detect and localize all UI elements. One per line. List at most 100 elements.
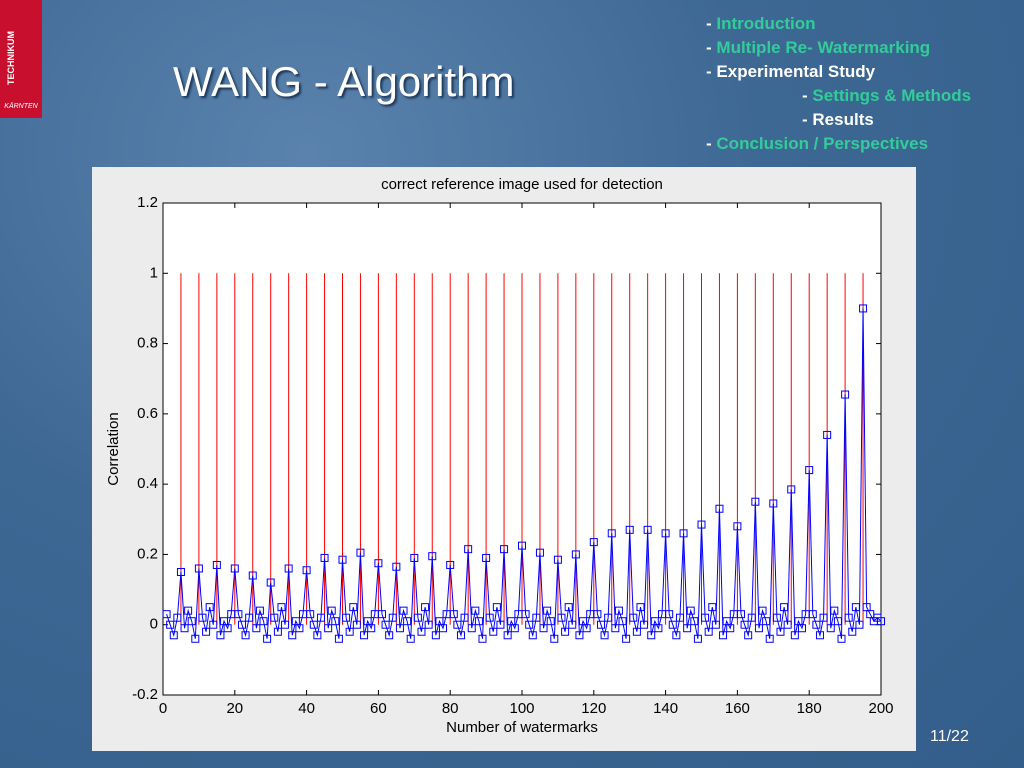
- marker: [338, 555, 347, 564]
- marker: [826, 624, 835, 633]
- marker: [424, 620, 433, 629]
- marker: [395, 624, 404, 633]
- marker: [622, 634, 631, 643]
- nav-marker: -: [706, 14, 712, 33]
- nav-label: Conclusion / Perspectives: [716, 134, 929, 153]
- marker: [754, 624, 763, 633]
- marker: [632, 627, 641, 636]
- marker: [324, 624, 333, 633]
- marker: [306, 610, 315, 619]
- marker: [532, 613, 541, 622]
- x-tick-label: 120: [581, 700, 606, 717]
- marker: [374, 559, 383, 568]
- marker: [525, 620, 534, 629]
- marker: [216, 631, 225, 640]
- marker: [431, 631, 440, 640]
- marker: [571, 550, 580, 559]
- chart-title: correct reference image used for detecti…: [381, 176, 663, 193]
- marker: [701, 613, 710, 622]
- marker: [758, 606, 767, 615]
- marker: [245, 613, 254, 622]
- marker: [334, 634, 343, 643]
- slide-title: WANG - Algorithm: [173, 58, 515, 105]
- marker: [790, 631, 799, 640]
- marker: [392, 562, 401, 571]
- marker: [176, 568, 185, 576]
- marker: [360, 631, 369, 640]
- marker: [557, 613, 566, 622]
- marker: [636, 603, 645, 612]
- x-tick-label: 40: [298, 700, 315, 717]
- marker: [191, 634, 200, 643]
- logo-region: KÄRNTEN: [4, 103, 38, 110]
- nav-label: Introduction: [716, 14, 816, 33]
- marker: [686, 606, 695, 615]
- marker: [385, 631, 394, 640]
- marker: [449, 610, 458, 619]
- marker: [783, 620, 792, 629]
- marker: [281, 620, 290, 629]
- marker: [184, 606, 193, 615]
- nav-item: - Experimental Study: [706, 60, 971, 84]
- y-tick-label: 0.4: [137, 475, 158, 492]
- x-tick-label: 0: [159, 700, 167, 717]
- marker: [284, 564, 293, 573]
- marker: [711, 620, 720, 629]
- marker: [248, 571, 257, 580]
- navigation: - Introduction - Multiple Re- Watermarkin…: [706, 12, 971, 156]
- marker: [417, 627, 426, 636]
- marker: [625, 525, 634, 534]
- marker: [198, 613, 207, 622]
- marker: [589, 538, 598, 547]
- marker: [342, 613, 351, 622]
- nav-label: Settings & Methods: [812, 86, 972, 105]
- marker: [855, 620, 864, 629]
- nav-marker: -: [706, 38, 712, 57]
- nav-item: - Multiple Re- Watermarking: [706, 36, 971, 60]
- marker: [230, 564, 239, 573]
- marker: [166, 620, 175, 629]
- marker: [367, 624, 376, 633]
- nav-item: - Conclusion / Perspectives: [706, 132, 971, 156]
- nav-marker: -: [802, 86, 808, 105]
- marker: [234, 610, 243, 619]
- marker: [288, 631, 297, 640]
- x-axis-label: Number of watermarks: [446, 719, 598, 736]
- marker: [510, 624, 519, 633]
- marker: [464, 545, 473, 554]
- marker: [255, 606, 264, 615]
- logo-name: TECHNIKUM: [6, 31, 16, 85]
- marker: [356, 548, 365, 557]
- marker: [604, 613, 613, 622]
- marker: [819, 613, 828, 622]
- marker: [780, 603, 789, 612]
- marker: [740, 620, 749, 629]
- marker: [837, 634, 846, 643]
- marker: [453, 620, 462, 629]
- nav-item: - Introduction: [706, 12, 971, 36]
- marker: [460, 613, 469, 622]
- x-tick-label: 200: [868, 700, 893, 717]
- marker: [815, 631, 824, 640]
- marker: [399, 606, 408, 615]
- marker: [252, 624, 261, 633]
- marker: [543, 606, 552, 615]
- marker: [841, 390, 850, 399]
- marker: [223, 624, 232, 633]
- marker: [277, 603, 286, 612]
- marker: [877, 617, 885, 626]
- marker: [654, 624, 663, 633]
- marker: [726, 624, 735, 633]
- marker: [665, 610, 674, 619]
- marker: [263, 634, 272, 643]
- marker: [467, 624, 476, 633]
- marker: [553, 555, 562, 564]
- marker: [596, 620, 605, 629]
- marker: [273, 627, 282, 636]
- marker: [564, 603, 573, 612]
- marker: [640, 620, 649, 629]
- marker: [769, 499, 778, 508]
- y-tick-label: 0.6: [137, 405, 158, 422]
- marker: [528, 631, 537, 640]
- x-tick-label: 140: [653, 700, 678, 717]
